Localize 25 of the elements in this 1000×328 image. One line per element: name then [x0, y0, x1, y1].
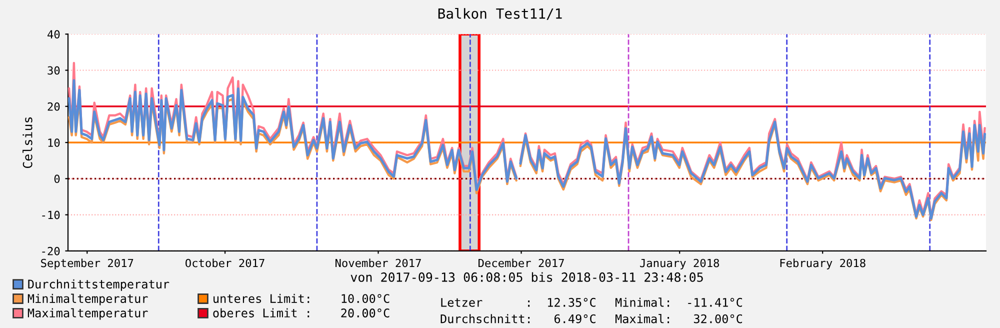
text: Minimal: -11.41°C [615, 298, 742, 307]
text: Letzer : 12.35°C [441, 298, 596, 307]
legend-label: Maximaltemperatur [28, 308, 148, 320]
y-tick-label: -20 [42, 246, 60, 256]
x-tick-label: October 2017 [186, 258, 264, 268]
legend-label: oberes Limit : 20.00°C [213, 308, 390, 318]
y-tick-label: 20 [48, 102, 60, 111]
legend-label: Minimaltemperatur [28, 294, 148, 306]
x-tick-label: November 2017 [336, 258, 421, 268]
y-tick-label: 40 [48, 30, 60, 39]
y-tick-label: 10 [48, 138, 60, 147]
x-tick-label: February 2018 [780, 258, 866, 270]
x-tick-label: September 2017 [41, 258, 134, 270]
y-tick-label: -10 [42, 210, 60, 220]
x-tick-label: January 2018 [640, 258, 720, 270]
y-tick-label: 0 [54, 174, 60, 184]
legend-label: Durchnittstemperatur [28, 279, 170, 291]
text: Maximal: 32.00°C [615, 314, 742, 324]
x-axis-title: von 2017-09-13 06:08:05 bis 2018-03-11 23:48:05 [350, 272, 703, 282]
chart-title: Balkon Test11/1 [438, 8, 562, 20]
y-tick-label: 30 [48, 66, 60, 75]
text: Durchschnitt: 6.49°C [440, 314, 596, 324]
y-axis-title: Celsius [22, 117, 32, 168]
legend-label: unteres Limit: 10.00°C [214, 294, 390, 304]
x-tick-label: December 2017 [478, 258, 564, 268]
